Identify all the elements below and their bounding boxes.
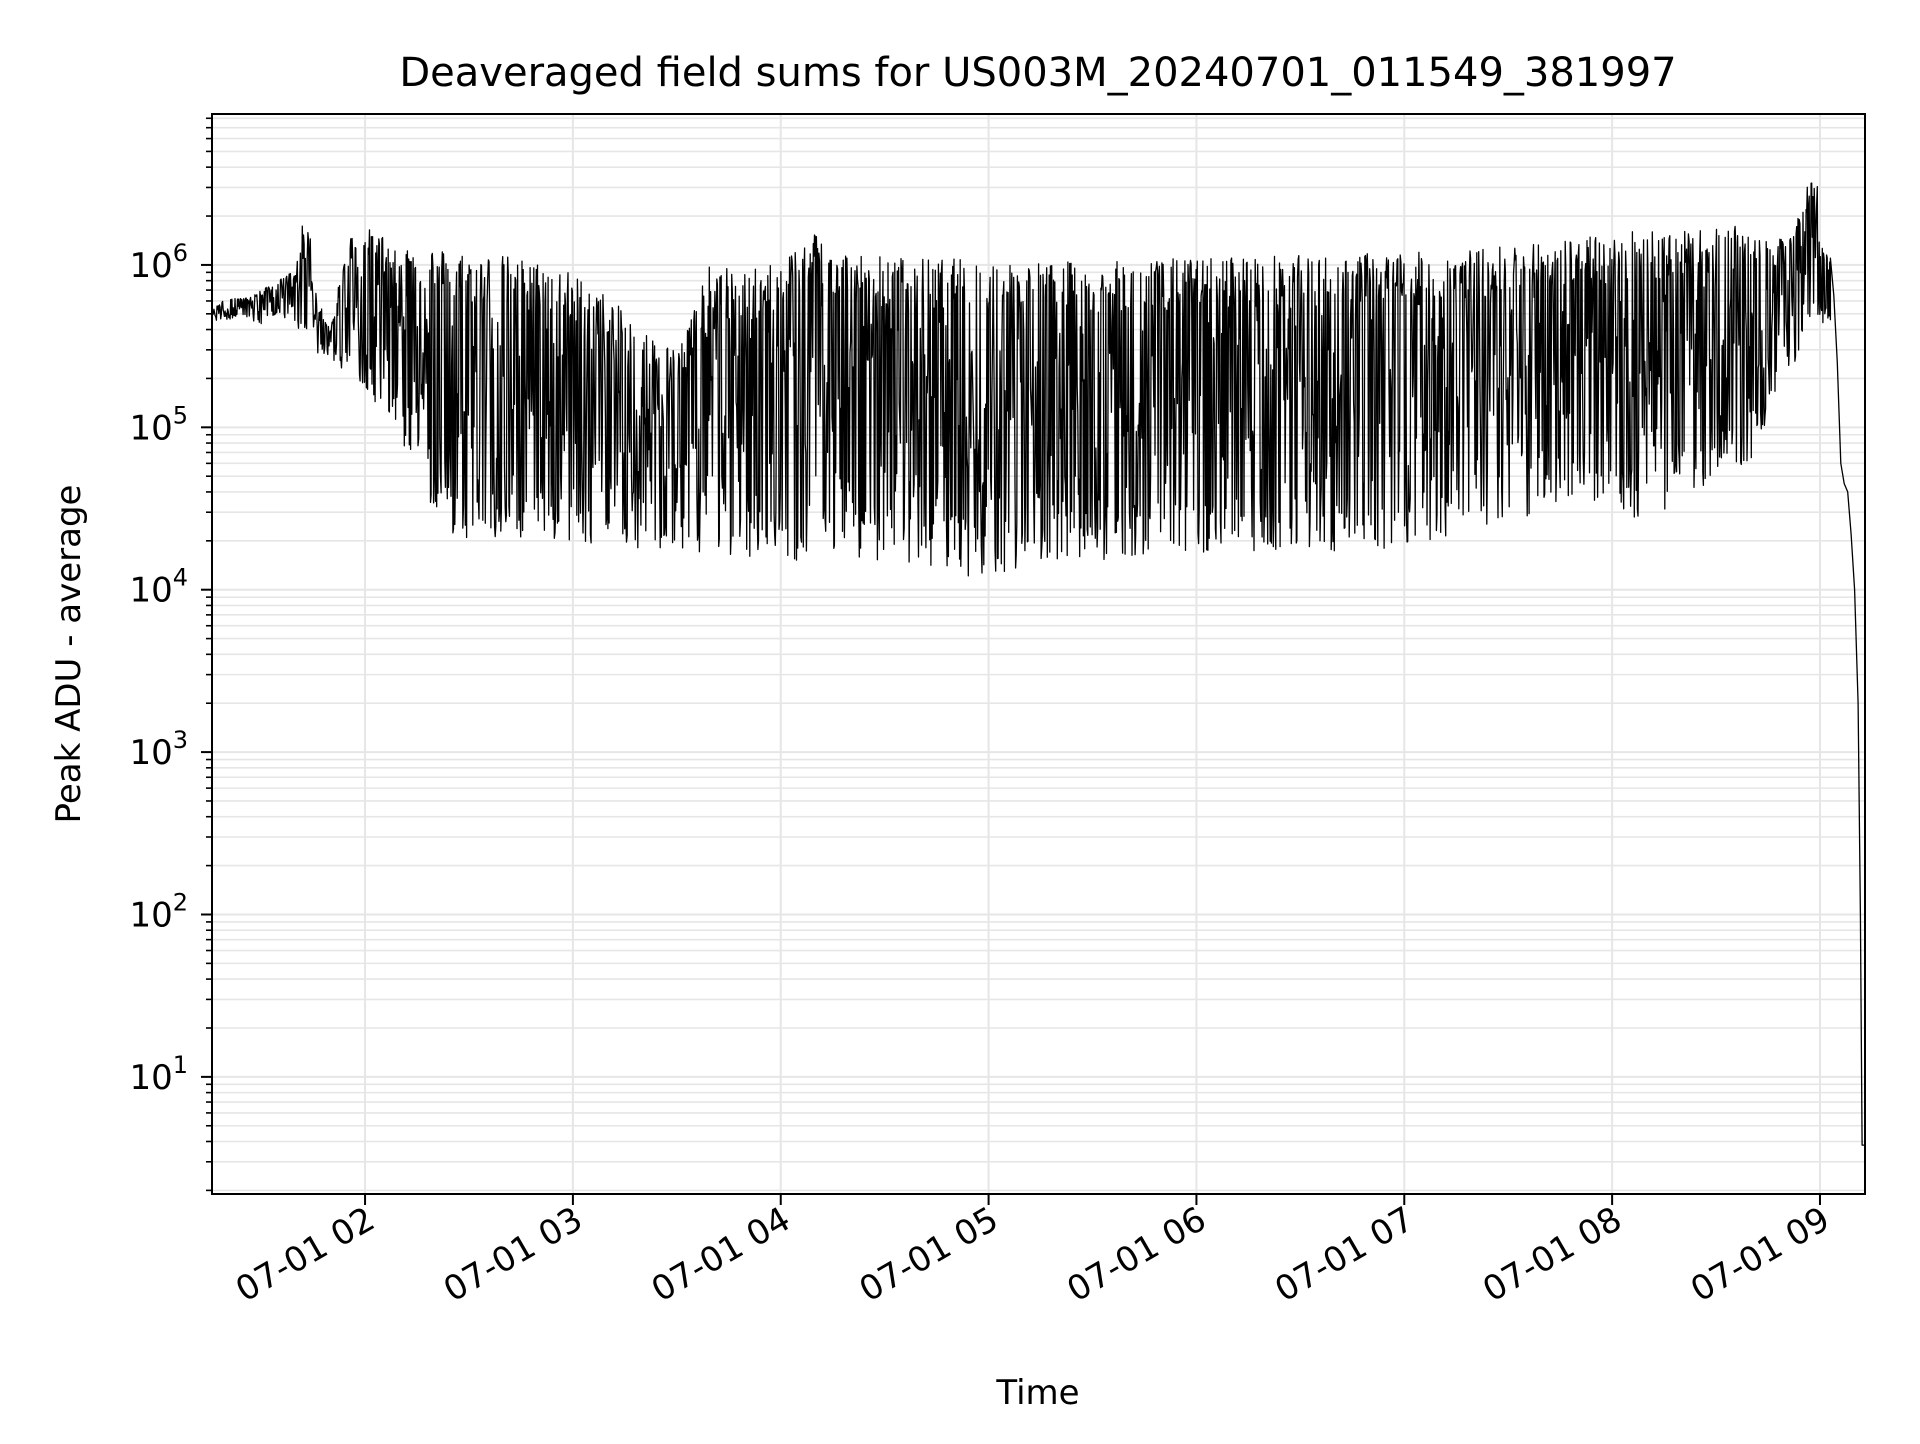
series-layer — [211, 182, 1865, 1146]
x-tick-label: 07-01 07 — [1268, 1199, 1420, 1310]
y-tick-label: 104 — [129, 564, 188, 611]
y-axis-label: Peak ADU - average — [49, 485, 89, 824]
x-tick-label: 07-01 02 — [229, 1199, 381, 1310]
y-tick-label: 102 — [129, 888, 188, 935]
x-axis-label: Time — [995, 1373, 1079, 1413]
x-tick-label: 07-01 03 — [437, 1199, 589, 1310]
y-tick-label: 105 — [129, 401, 188, 448]
x-tick-label: 07-01 09 — [1684, 1199, 1836, 1310]
x-tick-label: 07-01 05 — [853, 1199, 1005, 1310]
y-tick-label: 106 — [129, 239, 188, 286]
x-tick-label: 07-01 04 — [645, 1199, 797, 1310]
chart-title: Deaveraged field sums for US003M_2024070… — [399, 50, 1676, 96]
series-line — [211, 182, 1865, 1146]
y-tick-label: 103 — [129, 726, 188, 773]
y-tick-label: 101 — [129, 1051, 188, 1098]
x-tick-label: 07-01 08 — [1476, 1199, 1628, 1310]
x-tick-label: 07-01 06 — [1061, 1199, 1213, 1310]
